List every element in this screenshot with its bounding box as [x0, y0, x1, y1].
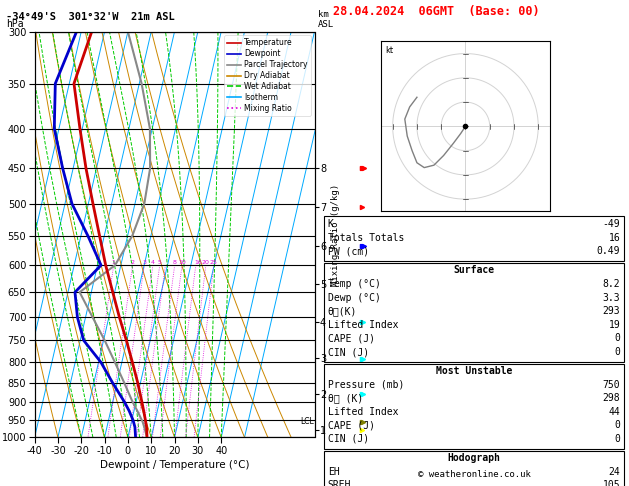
Text: Pressure (mb): Pressure (mb): [328, 380, 404, 390]
Text: 8.2: 8.2: [603, 279, 620, 289]
Text: 28.04.2024  06GMT  (Base: 00): 28.04.2024 06GMT (Base: 00): [333, 5, 540, 18]
Text: 105: 105: [603, 480, 620, 486]
Text: 25: 25: [210, 260, 218, 265]
Text: Mixing Ratio (g/kg): Mixing Ratio (g/kg): [331, 183, 340, 286]
Text: 750: 750: [603, 380, 620, 390]
Text: K: K: [328, 219, 333, 229]
Text: CIN (J): CIN (J): [328, 347, 369, 357]
Text: 5: 5: [158, 260, 162, 265]
Text: 24: 24: [608, 467, 620, 477]
Text: 3.3: 3.3: [603, 293, 620, 303]
Text: CAPE (J): CAPE (J): [328, 333, 375, 344]
Text: 4: 4: [151, 260, 155, 265]
Text: 0: 0: [615, 333, 620, 344]
Text: Dewp (°C): Dewp (°C): [328, 293, 381, 303]
Text: 1: 1: [112, 260, 116, 265]
Text: 0: 0: [615, 347, 620, 357]
Legend: Temperature, Dewpoint, Parcel Trajectory, Dry Adiabat, Wet Adiabat, Isotherm, Mi: Temperature, Dewpoint, Parcel Trajectory…: [225, 35, 311, 116]
Text: Temp (°C): Temp (°C): [328, 279, 381, 289]
Text: 44: 44: [608, 407, 620, 417]
Text: 298: 298: [603, 393, 620, 403]
Text: 8: 8: [173, 260, 177, 265]
Text: Lifted Index: Lifted Index: [328, 407, 398, 417]
Text: 19: 19: [608, 320, 620, 330]
Text: 293: 293: [603, 306, 620, 316]
Text: Most Unstable: Most Unstable: [436, 366, 512, 376]
Text: LCL: LCL: [300, 417, 314, 426]
Text: θᴇ (K): θᴇ (K): [328, 393, 363, 403]
Text: CAPE (J): CAPE (J): [328, 420, 375, 431]
Text: SREH: SREH: [328, 480, 351, 486]
Text: EH: EH: [328, 467, 340, 477]
Text: 16: 16: [608, 233, 620, 243]
Text: Lifted Index: Lifted Index: [328, 320, 398, 330]
Text: 10: 10: [178, 260, 186, 265]
Text: Surface: Surface: [454, 265, 494, 276]
Text: 0.49: 0.49: [597, 246, 620, 257]
Text: CIN (J): CIN (J): [328, 434, 369, 444]
Text: kt: kt: [386, 46, 394, 55]
Text: 0: 0: [615, 434, 620, 444]
Text: km
ASL: km ASL: [318, 10, 334, 29]
Text: Hodograph: Hodograph: [447, 453, 501, 463]
Text: 0: 0: [615, 420, 620, 431]
Text: -34°49'S  301°32'W  21m ASL: -34°49'S 301°32'W 21m ASL: [6, 12, 175, 22]
Text: 20: 20: [202, 260, 210, 265]
X-axis label: Dewpoint / Temperature (°C): Dewpoint / Temperature (°C): [100, 460, 249, 470]
Text: PW (cm): PW (cm): [328, 246, 369, 257]
Text: 16: 16: [194, 260, 202, 265]
Text: 2: 2: [131, 260, 135, 265]
Text: 3: 3: [142, 260, 147, 265]
Text: hPa: hPa: [6, 19, 24, 29]
Text: Totals Totals: Totals Totals: [328, 233, 404, 243]
Text: © weatheronline.co.uk: © weatheronline.co.uk: [418, 469, 530, 479]
Text: θᴇ(K): θᴇ(K): [328, 306, 357, 316]
Text: -49: -49: [603, 219, 620, 229]
